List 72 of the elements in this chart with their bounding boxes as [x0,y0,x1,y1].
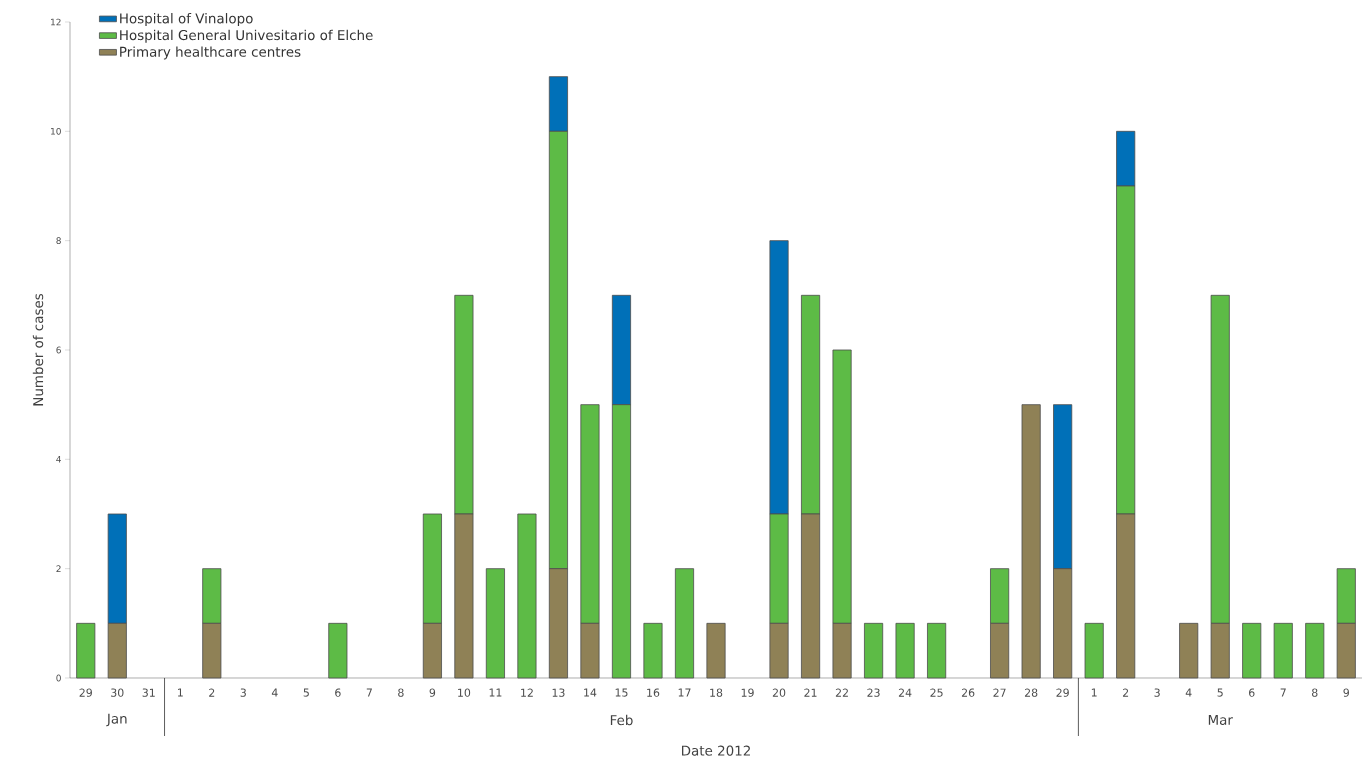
x-tick-label: 9 [1343,688,1349,697]
x-tick-label: 28 [1024,688,1038,697]
y-tick-label: 0 [56,674,61,682]
x-tick-label: 1 [1091,688,1097,697]
bar [1084,622,1104,679]
bar [895,622,915,679]
x-tick-label: 12 [521,688,533,697]
x-tick-label: 3 [1154,688,1160,697]
x-tick-label: 29 [1056,688,1069,697]
y-axis-title: Number of cases [32,293,44,406]
x-tick-label: 16 [647,688,660,697]
x-tick-label: 20 [772,688,786,697]
x-tick-label: 31 [142,688,155,697]
x-tick-label: 9 [429,688,436,697]
bar [328,622,348,679]
bar [485,568,505,679]
x-tick-label: 2 [1122,688,1129,697]
x-tick-label: 4 [271,688,278,697]
x-tick-label: 13 [552,688,565,697]
x-tick-label: 30 [111,688,124,697]
x-tick-label: 21 [804,688,817,697]
x-tick-label: 6 [335,688,341,697]
text: Feb [610,714,633,726]
x-tick-label: 29 [79,688,92,697]
x-tick-label: 17 [678,688,691,697]
bar [1242,622,1262,679]
x-tick-label: 25 [930,688,943,697]
y-tick-label: 8 [56,237,61,245]
x-tick-label: 4 [1185,688,1192,697]
x-tick-label: 26 [961,688,975,697]
y-tick-label: 12 [51,18,61,26]
x-tick-label: 23 [867,688,880,697]
x-tick-label: 1 [178,688,183,697]
bar [706,622,726,679]
bar [76,622,96,679]
x-tick-label: 7 [366,688,372,697]
x-tick-label: 14 [584,688,597,697]
text: Jan [106,713,127,727]
x-axis-title: Date 2012 [682,745,750,756]
x-tick-label: 2 [209,688,215,697]
y-tick-label: 6 [56,346,61,354]
x-tick-label: 10 [458,688,471,697]
bar [1273,622,1293,679]
bar [864,622,884,679]
bar [1305,622,1325,679]
x-tick-label: 6 [1249,688,1255,697]
bar [1179,622,1199,679]
x-tick-label: 22 [835,688,848,697]
bar [927,622,947,679]
text: Mar [1208,714,1233,725]
y-tick-label: 10 [51,127,61,135]
x-tick-label: 18 [710,688,723,697]
x-tick-label: 3 [240,688,246,697]
x-tick-label: 24 [898,688,912,697]
x-tick-label: 7 [1280,688,1286,697]
bar [517,513,537,679]
legend-label: Primary healthcare centres [120,46,301,60]
bar [643,622,663,679]
x-tick-label: 27 [993,688,1006,697]
y-tick-label: 4 [56,456,61,463]
x-tick-label: 8 [398,688,404,697]
legend-label: Hospital General Univesitario of Elche [120,29,373,43]
bar [674,568,695,679]
bar [1021,404,1041,679]
x-tick-label: 19 [741,688,754,697]
x-tick-label: 15 [615,688,628,697]
x-tick-label: 11 [489,688,502,697]
x-tick-label: 5 [303,688,309,697]
legend-label: Hospital of Vinalopo [120,13,253,27]
x-tick-label: 8 [1312,688,1318,697]
y-tick-label: 2 [56,565,61,572]
x-tick-label: 5 [1217,688,1223,697]
